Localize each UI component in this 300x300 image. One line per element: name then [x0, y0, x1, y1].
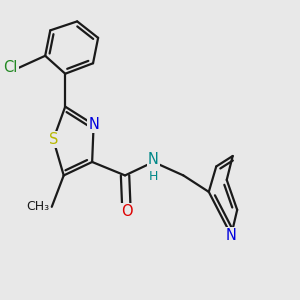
Text: S: S — [49, 132, 58, 147]
Text: N: N — [88, 117, 99, 132]
Text: H: H — [149, 170, 158, 183]
Text: Cl: Cl — [3, 60, 17, 75]
Text: CH₃: CH₃ — [26, 200, 50, 213]
Text: N: N — [226, 228, 237, 243]
Text: O: O — [121, 204, 132, 219]
Text: N: N — [148, 152, 159, 167]
